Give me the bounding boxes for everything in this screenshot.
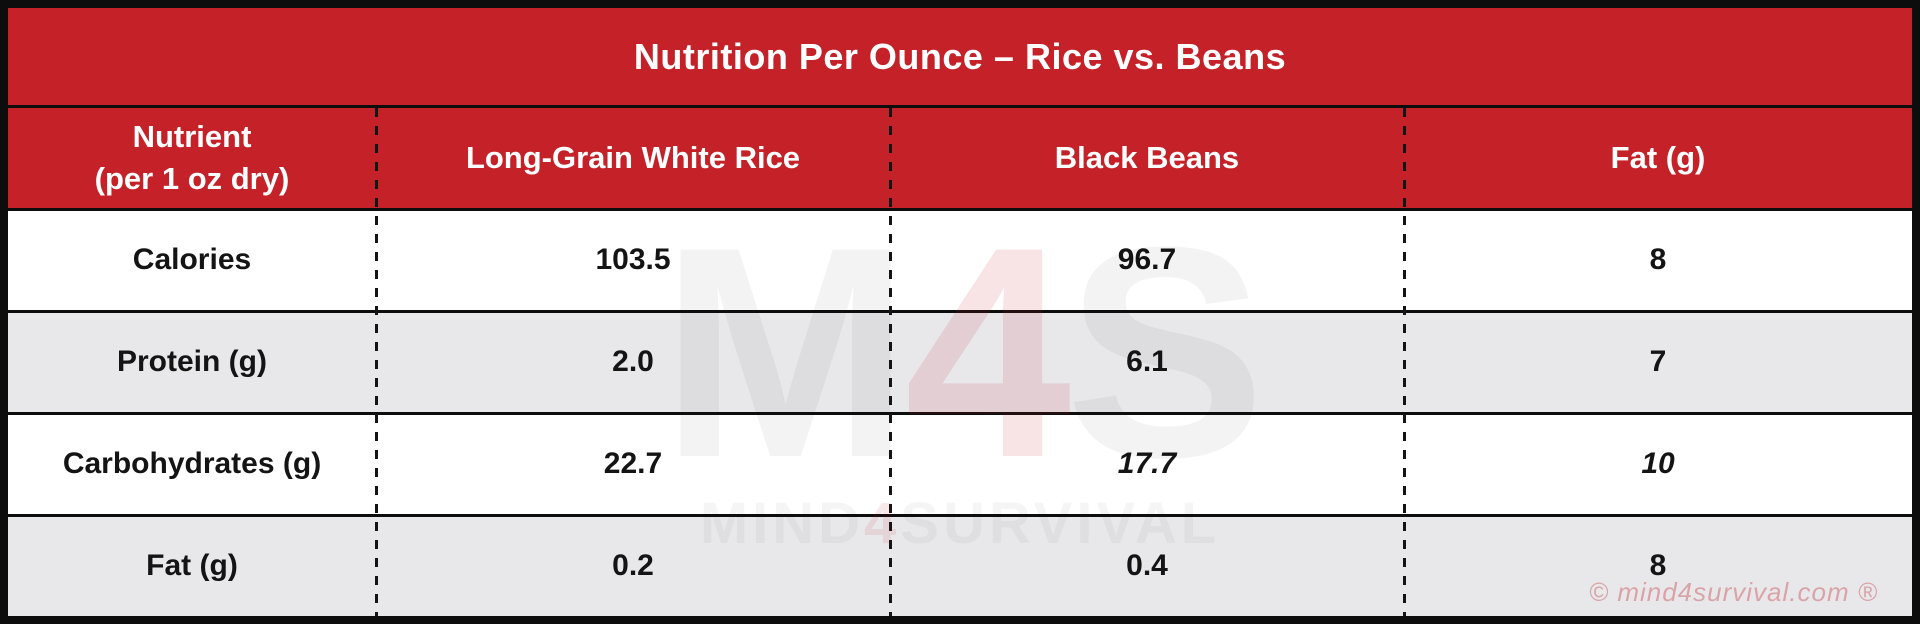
value-beans: 17.7 — [890, 415, 1404, 514]
value-rice: 22.7 — [603, 447, 663, 481]
value-rice: 0.2 — [612, 549, 654, 583]
value-fat: 8 — [1649, 549, 1667, 583]
row-label: Fat (g) — [146, 549, 238, 583]
header-cell-nutrient: Nutrient (per 1 oz dry) — [8, 108, 376, 208]
row-label: Calories — [132, 243, 252, 277]
row-label: Carbohydrates (g) — [62, 447, 322, 481]
header-cell-fat: Fat (g) — [1610, 140, 1706, 176]
column-divider-3 — [1403, 108, 1406, 616]
value-fat: 7 — [1649, 345, 1667, 379]
page-title: Nutrition Per Ounce – Rice vs. Beans — [633, 35, 1287, 77]
header-cell-rice: Long-Grain White Rice — [465, 140, 801, 176]
value-fat: 10 — [1404, 415, 1912, 514]
value-fat-italic: 10 — [1641, 447, 1675, 481]
table-row-calories: Calories 103.5 96.7 8 — [8, 211, 1912, 310]
column-divider-1 — [375, 108, 378, 616]
column-divider-2 — [889, 108, 892, 616]
row-label: Protein (g) — [117, 345, 267, 379]
value-fat: 8 — [1649, 243, 1667, 277]
value-beans: 6.1 — [1126, 345, 1168, 379]
header-nutrient-line1: Nutrient — [132, 119, 252, 155]
table-title-bar: Nutrition Per Ounce – Rice vs. Beans — [8, 8, 1912, 105]
value-beans: 0.4 — [1126, 549, 1168, 583]
value-beans: 96.7 — [1117, 243, 1177, 277]
table-row-protein: Protein (g) 2.0 6.1 7 — [8, 313, 1912, 412]
value-rice: 103.5 — [595, 243, 671, 277]
copyright-notice: © mind4survival.com ® — [1588, 577, 1878, 607]
value-rice: 2.0 — [612, 345, 654, 379]
header-nutrient-line2: (per 1 oz dry) — [94, 161, 290, 196]
table-header-row: Nutrient (per 1 oz dry) Long-Grain White… — [8, 108, 1912, 208]
value-beans-italic: 17.7 — [1117, 447, 1177, 481]
header-cell-beans: Black Beans — [1054, 140, 1240, 176]
table-row-fat: Fat (g) 0.2 0.4 8 — [8, 517, 1912, 616]
table-row-carbohydrates: Carbohydrates (g) 22.7 17.7 10 — [8, 415, 1912, 514]
